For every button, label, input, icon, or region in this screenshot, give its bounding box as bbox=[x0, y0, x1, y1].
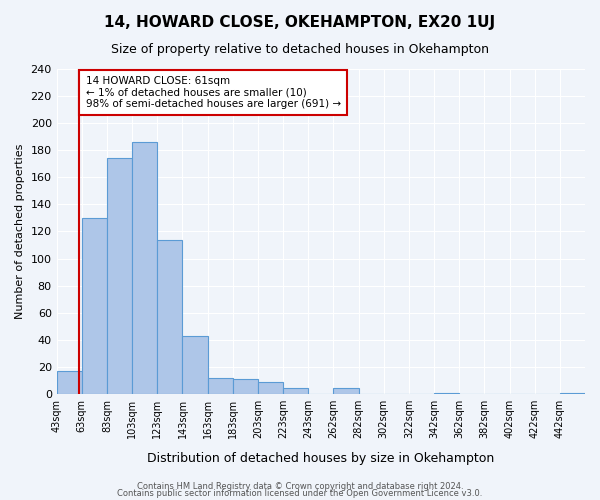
Bar bbox=[233, 379, 258, 394]
Bar bbox=[82, 218, 107, 394]
Bar bbox=[107, 158, 132, 394]
Text: 14, HOWARD CLOSE, OKEHAMPTON, EX20 1UJ: 14, HOWARD CLOSE, OKEHAMPTON, EX20 1UJ bbox=[104, 15, 496, 30]
Y-axis label: Number of detached properties: Number of detached properties bbox=[15, 144, 25, 319]
Bar bbox=[182, 336, 208, 394]
Bar bbox=[258, 382, 283, 394]
X-axis label: Distribution of detached houses by size in Okehampton: Distribution of detached houses by size … bbox=[147, 452, 494, 465]
Bar bbox=[283, 388, 308, 394]
Bar bbox=[132, 142, 157, 394]
Text: 14 HOWARD CLOSE: 61sqm
← 1% of detached houses are smaller (10)
98% of semi-deta: 14 HOWARD CLOSE: 61sqm ← 1% of detached … bbox=[86, 76, 341, 109]
Text: Contains HM Land Registry data © Crown copyright and database right 2024.: Contains HM Land Registry data © Crown c… bbox=[137, 482, 463, 491]
Bar bbox=[434, 392, 459, 394]
Bar bbox=[208, 378, 233, 394]
Text: Size of property relative to detached houses in Okehampton: Size of property relative to detached ho… bbox=[111, 42, 489, 56]
Bar bbox=[560, 392, 585, 394]
Bar bbox=[334, 388, 359, 394]
Bar bbox=[56, 371, 82, 394]
Text: Contains public sector information licensed under the Open Government Licence v3: Contains public sector information licen… bbox=[118, 489, 482, 498]
Bar bbox=[157, 240, 182, 394]
